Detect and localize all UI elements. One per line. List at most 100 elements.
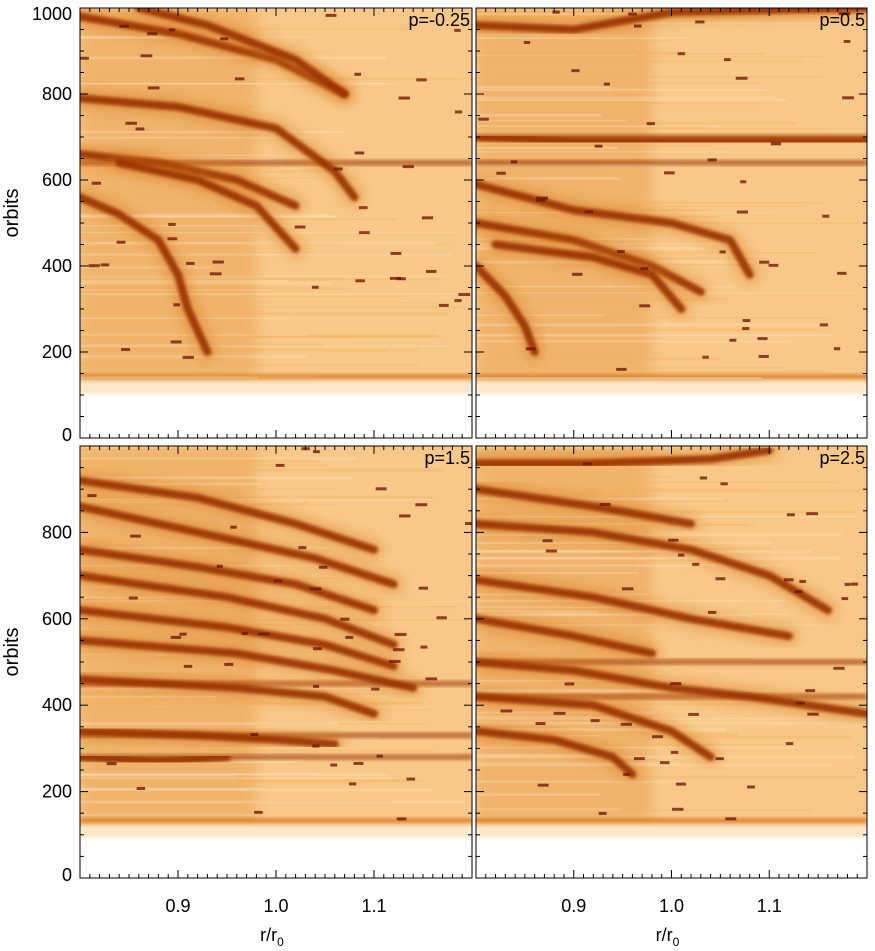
- streak: [476, 679, 666, 682]
- streak: [80, 306, 465, 308]
- speckle: [100, 263, 110, 267]
- streak: [80, 787, 265, 790]
- track-2: [134, 8, 349, 98]
- streak: [476, 37, 691, 39]
- speckle: [510, 160, 518, 164]
- streak: [476, 317, 832, 319]
- horizontal-band: [80, 754, 472, 761]
- y-tick-label: 1000: [32, 4, 72, 24]
- horizontal-band: [476, 159, 867, 166]
- speckle: [842, 96, 854, 100]
- speckle: [553, 711, 566, 715]
- streak: [80, 773, 391, 776]
- track-3: [80, 545, 378, 615]
- streak: [476, 151, 729, 153]
- onset-band: [476, 817, 867, 826]
- speckle: [389, 276, 402, 280]
- streak: [80, 215, 338, 218]
- panel-label: p=-0.25: [408, 10, 470, 30]
- speckle: [121, 348, 131, 352]
- speckle: [758, 354, 769, 358]
- streak: [476, 550, 688, 553]
- streak: [476, 716, 640, 718]
- speckle: [670, 750, 679, 754]
- streak: [476, 125, 704, 129]
- streak: [80, 36, 199, 39]
- speckle: [454, 299, 462, 303]
- streak: [80, 665, 264, 668]
- speckle: [670, 682, 682, 686]
- track-8: [80, 727, 339, 749]
- track-8: [476, 727, 637, 779]
- speckle: [125, 121, 137, 125]
- speckle: [759, 260, 770, 264]
- streak: [80, 217, 396, 221]
- speckle: [652, 735, 663, 739]
- heatmap-field: [476, 8, 867, 438]
- streak: [476, 556, 840, 560]
- speckle: [312, 744, 320, 748]
- streak: [476, 86, 612, 89]
- speckle: [725, 817, 737, 821]
- streak: [80, 363, 418, 367]
- speckle: [599, 502, 611, 506]
- x-tick-label: 1.0: [659, 896, 684, 916]
- y-tick-label: 400: [42, 695, 72, 715]
- streak: [80, 349, 420, 351]
- speckle: [465, 522, 472, 526]
- speckle: [80, 56, 89, 60]
- speckle: [707, 158, 717, 162]
- streak: [80, 251, 316, 254]
- track-3: [80, 94, 359, 202]
- speckle: [438, 303, 449, 307]
- speckle: [318, 565, 328, 569]
- heatmap-field: [80, 446, 472, 878]
- streak: [80, 301, 439, 304]
- streak: [80, 779, 423, 783]
- onset-band: [476, 373, 867, 382]
- streak: [476, 780, 683, 783]
- speckle: [699, 476, 708, 480]
- speckle: [740, 180, 747, 184]
- streak: [80, 749, 433, 752]
- speckle: [309, 587, 322, 591]
- streak: [80, 154, 312, 156]
- track-7: [476, 692, 715, 761]
- streak: [476, 545, 688, 548]
- streak: [80, 130, 344, 134]
- speckle: [678, 553, 685, 557]
- streak: [476, 328, 818, 332]
- speckle: [173, 303, 180, 307]
- streak: [476, 550, 691, 553]
- speckle: [294, 225, 306, 229]
- speckle: [425, 269, 437, 273]
- speckle: [542, 539, 553, 543]
- speckle: [664, 171, 675, 175]
- horizontal-band: [476, 659, 867, 665]
- speckle: [672, 807, 684, 811]
- streak: [80, 814, 254, 816]
- streak: [80, 136, 310, 139]
- speckle: [168, 222, 176, 226]
- streak: [80, 277, 439, 279]
- streak: [476, 120, 627, 122]
- streak: [80, 476, 353, 480]
- speckle: [250, 733, 259, 737]
- speckle: [796, 701, 805, 705]
- streak: [476, 336, 637, 339]
- streak: [80, 345, 447, 348]
- streak: [80, 290, 313, 293]
- speckle: [844, 582, 851, 586]
- streak: [476, 547, 771, 550]
- speckle: [535, 722, 546, 726]
- streak: [476, 809, 811, 812]
- panel-label: p=0.5: [819, 10, 865, 30]
- track-2: [80, 502, 398, 589]
- streak: [476, 753, 620, 757]
- speckle: [216, 564, 223, 568]
- speckle: [425, 677, 438, 681]
- speckle: [620, 722, 632, 726]
- speckle: [806, 512, 819, 516]
- streak: [476, 489, 860, 493]
- speckle: [545, 549, 557, 553]
